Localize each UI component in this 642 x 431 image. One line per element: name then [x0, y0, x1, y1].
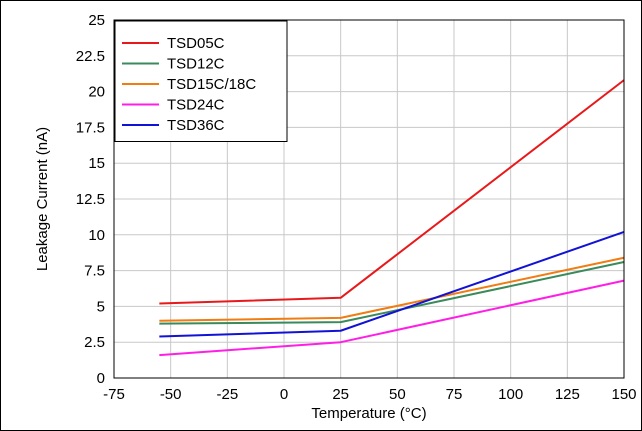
- x-tick-label: 100: [498, 386, 523, 403]
- legend-label-tsd15c-18c: TSD15C/18C: [167, 76, 256, 93]
- x-tick-label: 0: [280, 386, 288, 403]
- y-axis-title: Leakage Current (nA): [34, 127, 51, 271]
- y-tick-label: 22.5: [76, 48, 105, 65]
- series-line-tsd12c: [159, 261, 625, 325]
- legend-label-tsd24c: TSD24C: [167, 97, 225, 114]
- x-tick-label: 50: [389, 386, 406, 403]
- legend-label-tsd36c: TSD36C: [167, 117, 225, 134]
- y-tick-label: 20: [88, 84, 105, 101]
- legend: TSD05C TSD12C TSD15C/18C TSD24C TSD36C: [114, 20, 288, 142]
- y-tick-label: 12.5: [76, 191, 105, 208]
- x-tick-label: 75: [446, 386, 463, 403]
- x-axis-title: Temperature (°C): [311, 405, 426, 422]
- y-tick-label: 10: [88, 227, 105, 244]
- legend-label-tsd05c: TSD05C: [167, 35, 225, 52]
- y-tick-label: 25: [88, 12, 105, 29]
- y-tick-label: 5: [97, 298, 105, 315]
- legend-label-tsd12c: TSD12C: [167, 56, 225, 73]
- x-tick-label: -25: [216, 386, 238, 403]
- y-tick-label: 7.5: [84, 263, 105, 280]
- x-tick-label: 25: [332, 386, 349, 403]
- x-tick-label: 125: [555, 386, 580, 403]
- series-line-tsd24c: [159, 279, 625, 357]
- series-line-tsd05c: [159, 79, 625, 305]
- x-tick-label: -75: [103, 386, 125, 403]
- x-tick-label: -50: [160, 386, 182, 403]
- legend-box: [114, 20, 288, 142]
- y-tick-label: 2.5: [84, 334, 105, 351]
- y-tick-label: 15: [88, 155, 105, 172]
- y-tick-label: 17.5: [76, 119, 105, 136]
- series-line-tsd36c: [159, 230, 625, 338]
- series-lines: [159, 79, 625, 357]
- x-tick-label: 150: [611, 386, 636, 403]
- y-tick-label: 0: [97, 370, 105, 387]
- series-line-tsd15c-18c: [159, 256, 625, 322]
- tick-labels: -75 -50 -25 0 25 50 75 100 125 150 0 2.5 5 7.5 10 12.5 1…: [76, 12, 637, 403]
- plot-area-border: [113, 19, 625, 379]
